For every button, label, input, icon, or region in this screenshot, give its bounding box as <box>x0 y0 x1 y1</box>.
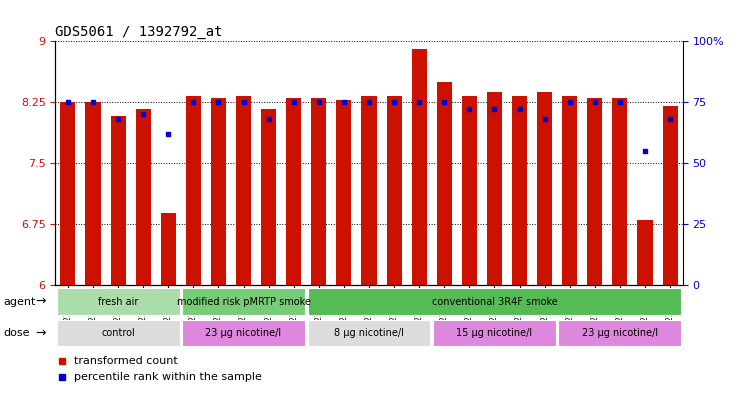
Bar <box>462 97 477 285</box>
Bar <box>182 320 305 346</box>
Bar <box>57 320 179 346</box>
Text: 8 μg nicotine/l: 8 μg nicotine/l <box>334 328 404 338</box>
Text: agent: agent <box>4 297 36 307</box>
Bar <box>211 98 226 285</box>
Bar <box>182 288 305 315</box>
Text: 15 μg nicotine/l: 15 μg nicotine/l <box>456 328 533 338</box>
Bar <box>512 97 527 285</box>
Bar <box>537 92 552 285</box>
Bar <box>136 110 151 285</box>
Bar <box>437 82 452 285</box>
Bar <box>308 288 681 315</box>
Bar <box>487 92 502 285</box>
Text: control: control <box>101 328 135 338</box>
Bar <box>638 220 652 285</box>
Text: 23 μg nicotine/l: 23 μg nicotine/l <box>205 328 282 338</box>
Text: →: → <box>35 327 46 340</box>
Bar <box>562 97 577 285</box>
Text: fresh air: fresh air <box>98 297 138 307</box>
Bar <box>308 320 430 346</box>
Bar <box>387 97 401 285</box>
Bar <box>362 97 376 285</box>
Bar <box>161 213 176 285</box>
Text: modified risk pMRTP smoke: modified risk pMRTP smoke <box>176 297 311 307</box>
Bar <box>61 102 75 285</box>
Text: dose: dose <box>4 328 30 338</box>
Bar <box>559 320 681 346</box>
Bar <box>587 98 602 285</box>
Text: conventional 3R4F smoke: conventional 3R4F smoke <box>432 297 557 307</box>
Bar <box>433 320 556 346</box>
Bar <box>286 98 301 285</box>
Text: percentile rank within the sample: percentile rank within the sample <box>74 372 262 382</box>
Bar <box>111 116 125 285</box>
Bar <box>663 106 677 285</box>
Text: GDS5061 / 1392792_at: GDS5061 / 1392792_at <box>55 25 223 39</box>
Text: 23 μg nicotine/l: 23 μg nicotine/l <box>582 328 658 338</box>
Text: →: → <box>35 295 46 308</box>
Bar <box>57 288 179 315</box>
Bar <box>412 50 427 285</box>
Bar <box>311 98 326 285</box>
Bar <box>186 97 201 285</box>
Bar <box>236 97 251 285</box>
Text: transformed count: transformed count <box>74 356 178 366</box>
Bar <box>261 110 276 285</box>
Bar <box>337 100 351 285</box>
Bar <box>613 98 627 285</box>
Bar <box>86 102 100 285</box>
